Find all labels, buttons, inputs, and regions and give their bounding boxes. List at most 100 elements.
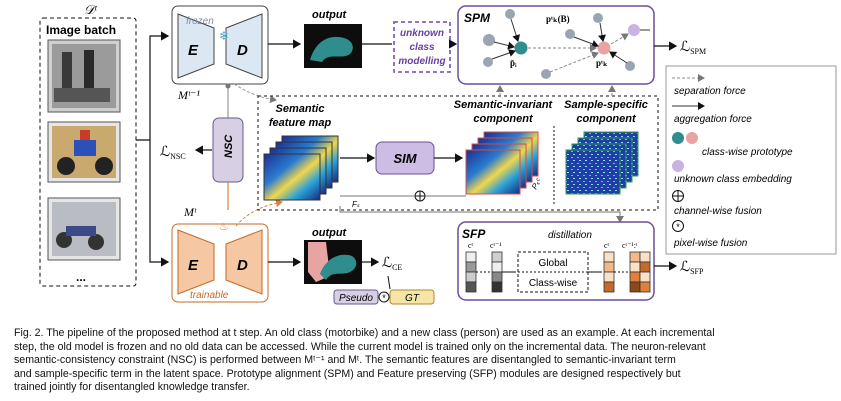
legend-label-prototype: class-wise prototype: [702, 147, 793, 158]
new-encoder-label: E: [188, 257, 199, 274]
gt-label: GT: [405, 293, 420, 304]
output-top-label: output: [312, 9, 348, 21]
sample-specific-line-2: component: [576, 113, 637, 125]
spm-label-pk: pᵗₖ: [596, 58, 608, 68]
flame-icon: ♨: [219, 221, 229, 233]
prototype-node-gray-5: [565, 29, 575, 39]
sim-label: SIM: [393, 151, 417, 166]
legend: separation force aggregation force class…: [665, 65, 837, 255]
fs-label: Fₛ: [352, 200, 360, 209]
spm-panel: SPM pᵗₖ(B) p̄ᵢ pᵗₖ: [457, 5, 655, 85]
legend-item-aggregation: aggregation force: [672, 102, 752, 125]
spm-label-pi-bar: p̄ᵢ: [510, 58, 517, 68]
new-decoder-label: D: [237, 257, 248, 274]
legend-item-pixel-fusion: * pixel-wise fusion: [672, 220, 748, 249]
feature-pipeline-frame: [257, 95, 659, 211]
new-output: output: [304, 227, 362, 284]
loss-spm: ℒSPM: [680, 40, 706, 56]
caption-line-1: Fig. 2. The pipeline of the proposed met…: [14, 327, 715, 339]
legend-label-pixel-fusion: pixel-wise fusion: [673, 238, 748, 249]
unknown-class-box: unknown class modelling: [393, 21, 451, 73]
batch-ellipsis: ...: [76, 270, 86, 284]
teal-prototype-icon: [672, 132, 684, 144]
prototype-node-gray-3: [483, 57, 493, 67]
pseudo-box: [333, 289, 379, 305]
image-batch-panel: 𝒟ᵗ Image batch ...: [39, 2, 137, 287]
prototype-node-gray-1: [483, 34, 495, 46]
spm-label-pk-b: pᵗₖ(B): [546, 14, 570, 24]
image-batch-frame: [39, 17, 137, 287]
distillation-box: [517, 251, 589, 293]
old-output: output: [304, 9, 362, 68]
unknown-embedding-icon: [672, 160, 684, 172]
pipeline-diagram: 𝒟ᵗ Image batch ...: [39, 2, 837, 305]
old-model-label: Mᵗ⁻¹: [177, 88, 200, 102]
prototype-node-gray-6: [593, 13, 603, 23]
class-wise-label: Class-wise: [529, 278, 578, 289]
semantic-invariant-line-1: Semantic-invariant: [454, 99, 554, 111]
semantic-feature-map-line-2: feature map: [269, 117, 332, 129]
spm-frame: [457, 5, 655, 85]
pixel-fusion-legend-icon: [672, 220, 684, 232]
legend-label-unknown: unknown class embedding: [674, 174, 792, 185]
old-decoder-label: D: [237, 42, 248, 59]
prototype-node-pink-1: [597, 41, 611, 55]
legend-item-channel-fusion: channel-wise fusion: [672, 190, 762, 217]
trainable-label: trainable: [190, 290, 229, 301]
caption-line-4: and sample-specific term in the latent s…: [14, 367, 681, 380]
caption-line-3: semantic-consistency constraint (NSC) is…: [14, 354, 676, 367]
frozen-label: frozen: [186, 16, 214, 27]
unknown-class-line-3: modelling: [398, 56, 445, 67]
output-bottom-label: output: [312, 227, 348, 239]
legend-label-separation: separation force: [674, 86, 746, 97]
dataset-label: 𝒟ᵗ: [84, 2, 97, 17]
global-label: Global: [539, 258, 568, 269]
old-model: frozen ❄ E D: [171, 5, 269, 85]
nsc-label: NSC: [223, 134, 235, 158]
sfp-ct-label-right: cᵗ: [604, 241, 610, 250]
gt-box: [389, 289, 435, 305]
legend-item-prototype: class-wise prototype: [672, 132, 793, 158]
old-encoder-label: E: [188, 42, 199, 59]
legend-frame: [665, 65, 837, 255]
loss-ce: ℒCE: [382, 256, 402, 272]
new-model-label: Mᵗ: [183, 205, 197, 219]
pseudo-gt: Pseudo * GT: [333, 275, 435, 305]
old-decoder-shape: [225, 13, 263, 79]
spm-title: SPM: [464, 11, 491, 25]
arrow-batch-to-new: [149, 140, 170, 267]
image-batch-label: Image batch: [46, 23, 116, 37]
legend-item-unknown: unknown class embedding: [672, 160, 792, 185]
prototype-node-gray-2: [505, 9, 515, 19]
prototype-node-teal-1: [514, 41, 528, 55]
old-encoder-shape: [177, 13, 215, 79]
unknown-embedding-node: [628, 24, 640, 36]
sfp-title: SFP: [462, 227, 486, 241]
legend-item-separation: separation force: [672, 74, 746, 97]
figure-caption: Fig. 2. The pipeline of the proposed met…: [14, 327, 830, 395]
sfp-ct1-label: cᵗ⁻¹: [490, 241, 502, 250]
caption-line-5: trained jointly for disentangled knowled…: [14, 381, 250, 394]
loss-nsc: ℒNSC: [160, 145, 186, 161]
new-model: ♨ E D trainable: [171, 221, 269, 303]
new-decoder-shape: [225, 229, 263, 295]
loss-sfp: ℒSFP: [680, 260, 704, 276]
sfp-crange-label: cᵗ⁻¹:ᵗ: [622, 241, 638, 250]
batch-photo-1: [47, 39, 121, 113]
distillation-label: distillation: [548, 230, 592, 241]
sample-specific-line-1: Sample-specific: [564, 99, 648, 111]
snowflake-icon: ❄: [219, 29, 229, 43]
pink-prototype-icon: [686, 132, 698, 144]
semantic-feature-map-line-1: Semantic: [276, 103, 325, 115]
semantic-invariant-line-2: component: [473, 113, 534, 125]
batch-photo-3: [47, 197, 121, 261]
sfp-ct-label-left: cᵗ: [468, 241, 474, 250]
unknown-class-line-2: class: [409, 42, 434, 53]
svg-text:*: *: [676, 222, 680, 232]
batch-photo-2: [47, 121, 121, 183]
semantic-invariant-stack: [465, 131, 539, 195]
legend-label-aggregation: aggregation force: [674, 114, 752, 125]
prototype-node-gray-7: [625, 61, 635, 71]
sample-specific-stack: [565, 131, 639, 195]
sfp-panel: SFP distillation cᵗ cᵗ⁻¹ cᵗ cᵗ⁻¹:ᵗ Globa…: [457, 221, 655, 301]
